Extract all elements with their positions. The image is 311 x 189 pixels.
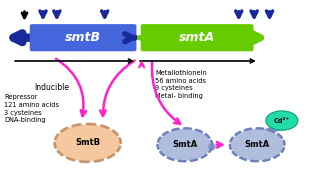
Ellipse shape bbox=[266, 111, 298, 130]
Text: Cd²⁺: Cd²⁺ bbox=[274, 118, 290, 124]
Text: Repressor
121 amino acids
3 cysteines
DNA-binding: Repressor 121 amino acids 3 cysteines DN… bbox=[4, 94, 59, 123]
Text: Metallothionein
56 amino acids
9 cysteines
Metal- binding: Metallothionein 56 amino acids 9 cystein… bbox=[156, 70, 207, 99]
Wedge shape bbox=[264, 127, 281, 133]
Ellipse shape bbox=[55, 124, 120, 161]
Ellipse shape bbox=[159, 129, 211, 161]
Text: smtB: smtB bbox=[65, 31, 101, 44]
Text: smtA: smtA bbox=[179, 31, 215, 44]
Text: SmtB: SmtB bbox=[75, 138, 100, 147]
Wedge shape bbox=[207, 142, 216, 151]
Text: SmtA: SmtA bbox=[172, 140, 197, 149]
Text: SmtA: SmtA bbox=[244, 140, 270, 149]
Text: Inducible: Inducible bbox=[35, 83, 70, 92]
Ellipse shape bbox=[231, 129, 283, 161]
FancyBboxPatch shape bbox=[30, 24, 137, 51]
FancyBboxPatch shape bbox=[141, 24, 253, 51]
